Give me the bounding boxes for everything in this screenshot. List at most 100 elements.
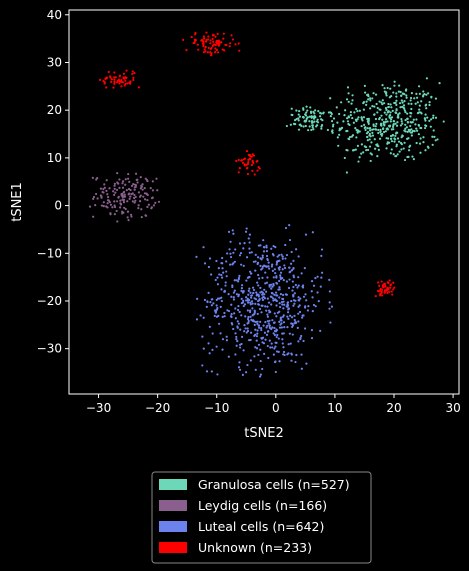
scatter-point	[133, 188, 136, 191]
scatter-point	[103, 183, 106, 186]
scatter-point	[257, 244, 261, 247]
scatter-point	[182, 38, 185, 42]
scatter-point	[306, 309, 310, 312]
scatter-point	[344, 109, 347, 112]
scatter-point	[274, 291, 278, 294]
scatter-point	[266, 313, 269, 316]
scatter-point	[368, 127, 371, 130]
scatter-point	[270, 342, 273, 345]
scatter-point	[266, 315, 269, 318]
scatter-point	[275, 299, 278, 302]
scatter-point	[362, 108, 365, 111]
scatter-point	[358, 109, 361, 112]
scatter-point	[299, 297, 302, 300]
scatter-point	[332, 117, 336, 120]
scatter-point	[410, 128, 413, 131]
scatter-point	[369, 135, 372, 138]
scatter-point	[418, 108, 421, 111]
scatter-point	[419, 151, 422, 154]
scatter-point	[399, 106, 402, 109]
scatter-point	[256, 281, 259, 284]
scatter-point	[357, 116, 360, 119]
scatter-point	[391, 125, 395, 129]
scatter-point	[254, 346, 257, 349]
scatter-point	[236, 325, 239, 328]
scatter-point	[234, 43, 237, 46]
scatter-point	[292, 267, 295, 270]
scatter-point	[291, 289, 294, 292]
scatter-point	[392, 288, 395, 291]
scatter-point	[406, 130, 409, 133]
scatter-point	[378, 117, 381, 121]
scatter-point	[366, 117, 369, 121]
y-tick-label: −10	[37, 246, 62, 260]
scatter-point	[300, 353, 303, 356]
scatter-point	[265, 281, 269, 284]
scatter-point	[290, 359, 293, 362]
scatter-point	[288, 332, 291, 335]
scatter-point	[395, 124, 399, 127]
scatter-point	[382, 121, 385, 124]
scatter-point	[273, 321, 276, 324]
scatter-point	[229, 315, 233, 318]
scatter-point	[261, 256, 264, 259]
scatter-point	[103, 80, 106, 84]
scatter-point	[215, 315, 218, 318]
scatter-point	[305, 362, 308, 365]
scatter-point	[259, 373, 262, 376]
scatter-point	[403, 107, 406, 110]
scatter-point	[251, 153, 254, 156]
scatter-point	[299, 123, 302, 126]
scatter-point	[125, 69, 128, 72]
scatter-point	[393, 80, 396, 83]
scatter-point	[240, 263, 243, 266]
scatter-point	[380, 101, 383, 104]
scatter-point	[293, 318, 296, 322]
scatter-point	[120, 78, 123, 82]
scatter-point	[273, 347, 276, 350]
scatter-point	[277, 350, 280, 353]
scatter-point	[310, 329, 314, 332]
scatter-point	[398, 112, 401, 115]
scatter-point	[388, 279, 391, 282]
scatter-point	[363, 123, 366, 126]
scatter-point	[254, 298, 258, 301]
scatter-point	[116, 220, 119, 223]
scatter-point	[238, 361, 241, 364]
scatter-point	[121, 210, 124, 213]
scatter-point	[405, 137, 409, 141]
scatter-point	[207, 46, 210, 50]
scatter-point	[283, 264, 286, 267]
scatter-point	[252, 161, 255, 165]
scatter-point	[298, 115, 302, 118]
scatter-point	[234, 248, 237, 251]
scatter-point	[356, 129, 359, 132]
scatter-point	[311, 231, 314, 234]
scatter-point	[229, 240, 232, 243]
scatter-point	[320, 127, 323, 130]
scatter-point	[190, 35, 193, 39]
scatter-point	[231, 285, 234, 289]
scatter-point	[276, 333, 279, 337]
scatter-point	[217, 267, 220, 270]
scatter-point	[287, 308, 290, 311]
scatter-point	[292, 293, 295, 297]
scatter-point	[132, 78, 135, 82]
scatter-point	[403, 109, 406, 112]
scatter-point	[376, 155, 379, 158]
scatter-point	[124, 207, 127, 211]
scatter-point	[122, 76, 125, 79]
scatter-point	[254, 368, 257, 371]
scatter-point	[383, 282, 387, 286]
scatter-point	[404, 127, 407, 130]
scatter-point	[274, 271, 277, 275]
scatter-point	[314, 305, 317, 308]
scatter-point	[288, 278, 291, 281]
scatter-point	[132, 76, 135, 79]
scatter-point	[266, 324, 269, 327]
scatter-point	[116, 172, 119, 175]
scatter-point	[395, 103, 398, 106]
scatter-point	[305, 111, 308, 114]
scatter-point	[292, 304, 295, 307]
scatter-point	[329, 115, 332, 118]
